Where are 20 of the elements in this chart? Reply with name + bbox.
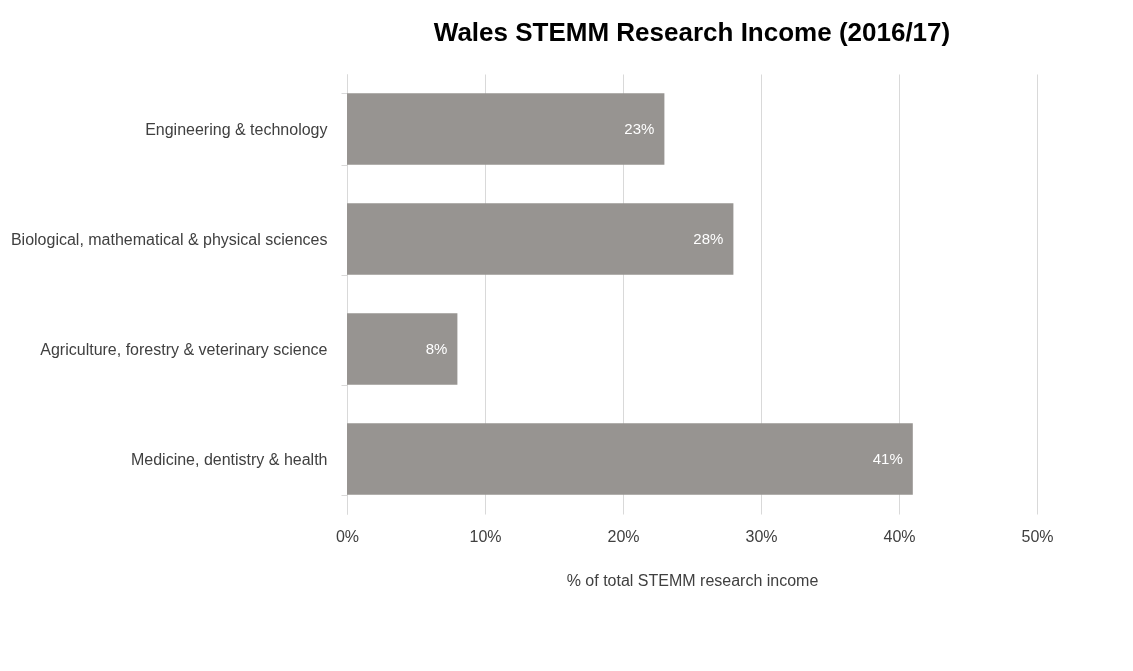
data-label: 41% (872, 450, 903, 467)
y-tick-label: Biological, mathematical & physical sciences (10, 230, 328, 248)
y-tick-label: Medicine, dentistry & health (130, 450, 328, 468)
x-tick-label: 10% (469, 527, 502, 545)
y-tick-label: Agriculture, forestry & veterinary science (40, 340, 328, 358)
data-label: 8% (425, 340, 448, 357)
data-label: 23% (624, 120, 655, 137)
x-tick-label: 40% (883, 527, 916, 545)
bar (347, 203, 734, 275)
x-tick-label: 0% (335, 527, 360, 545)
x-tick-label: 20% (607, 527, 640, 545)
data-label: 28% (693, 230, 724, 247)
x-tick-label: 30% (745, 527, 778, 545)
x-tick-label: 50% (1021, 527, 1054, 545)
y-tick-label: Engineering & technology (145, 120, 328, 138)
x-axis-title: % of total STEMM research income (566, 571, 819, 589)
bar (347, 313, 458, 385)
bar (347, 423, 913, 495)
bar (347, 93, 665, 165)
chart-title: Wales STEMM Research Income (2016/17) (433, 17, 951, 47)
